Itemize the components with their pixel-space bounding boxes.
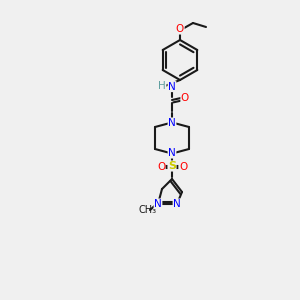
Text: S: S [168, 161, 176, 171]
Text: O: O [181, 93, 189, 103]
Text: H: H [158, 81, 166, 91]
Text: O: O [157, 162, 165, 172]
Text: O: O [179, 162, 187, 172]
Text: N: N [173, 199, 181, 209]
Text: N: N [168, 82, 176, 92]
Text: O: O [176, 24, 184, 34]
Text: CH₃: CH₃ [139, 205, 157, 215]
Text: N: N [154, 199, 162, 209]
Text: N: N [168, 148, 176, 158]
Text: N: N [168, 118, 176, 128]
